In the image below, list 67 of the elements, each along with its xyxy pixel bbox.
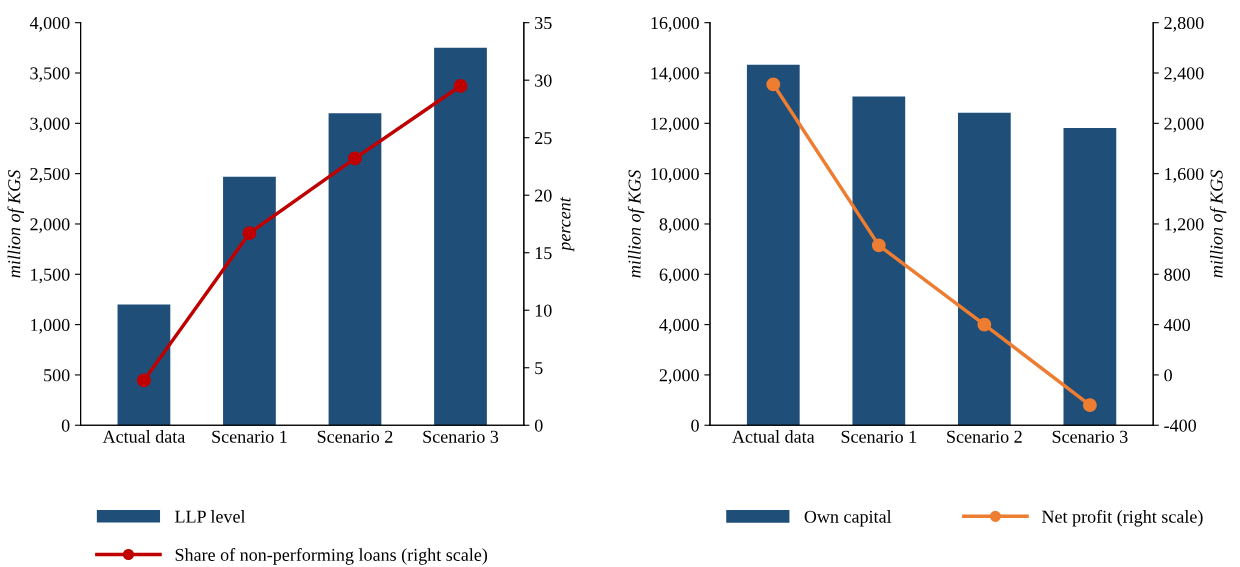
y-tick-label: 3,500 xyxy=(30,67,70,83)
y-tick-label: 2,000 xyxy=(30,218,70,234)
y2-tick-label: 1,200 xyxy=(1165,218,1204,234)
y-tick-label: 6,000 xyxy=(659,268,699,284)
y2-tick-label: 10 xyxy=(535,304,552,317)
y-tick-label: 8,000 xyxy=(659,218,699,234)
y2-tick-label: 2,400 xyxy=(1164,67,1204,83)
y2-tick-label: 2,800 xyxy=(1164,16,1204,32)
x-tick-label: Scenario 1 xyxy=(841,430,917,443)
y2-tick-label: 400 xyxy=(1163,318,1191,332)
bar xyxy=(328,113,382,426)
y-tick-label: 2,500 xyxy=(30,167,70,183)
y2-tick-label: 0 xyxy=(1164,369,1172,382)
y-tick-label: 14,000 xyxy=(651,67,699,83)
x-tick-label: Scenario 3 xyxy=(423,430,499,443)
point xyxy=(136,373,151,388)
bar xyxy=(223,176,276,426)
y-tick-label: 3,000 xyxy=(30,117,70,133)
y2-tick-label: 30 xyxy=(535,74,552,87)
point xyxy=(1082,398,1097,413)
bar xyxy=(852,96,906,426)
y2-tick-label: 15 xyxy=(535,247,552,260)
y-tick-label: 500 xyxy=(44,369,70,382)
x-tick-label: Scenario 2 xyxy=(317,430,393,443)
point xyxy=(242,226,257,241)
y-tick-label: 4,000 xyxy=(29,16,70,32)
y2-axis-title: million of KGS xyxy=(1209,170,1227,278)
y-axis-title: million of KGS xyxy=(7,170,24,278)
x-tick-label: Actual data xyxy=(732,430,815,443)
y2-tick-label: -400 xyxy=(1164,419,1197,432)
bar xyxy=(746,64,800,426)
y2-tick-label: 0 xyxy=(534,419,543,432)
y2-tick-label: 25 xyxy=(535,132,552,145)
y-tick-label: 10,000 xyxy=(651,167,699,183)
point xyxy=(348,151,362,166)
y2-tick-label: 20 xyxy=(535,189,552,202)
y-tick-label: 16,000 xyxy=(651,16,699,32)
legend-label: LLP level xyxy=(175,510,246,523)
y-axis-title: million of KGS xyxy=(627,170,645,278)
y2-axis-title: percent xyxy=(560,196,575,252)
point xyxy=(453,78,468,93)
point xyxy=(871,238,886,253)
bar xyxy=(117,304,171,426)
y-tick-label: 2,000 xyxy=(659,369,699,384)
bar xyxy=(434,47,487,426)
y-tick-label: 12,000 xyxy=(651,117,699,133)
legend-label: Own capital xyxy=(804,510,892,527)
y-tick-label: 1,000 xyxy=(31,318,70,334)
y2-tick-label: 2,000 xyxy=(1164,117,1204,133)
y2-tick-label: 35 xyxy=(535,16,552,30)
point xyxy=(766,77,781,92)
y2-tick-label: 800 xyxy=(1164,268,1191,281)
bar xyxy=(957,112,1011,426)
y-tick-label: 1,500 xyxy=(31,268,70,284)
bar xyxy=(1063,128,1117,426)
x-tick-label: Scenario 2 xyxy=(947,430,1022,443)
legend-label: Net profit (right scale) xyxy=(1041,509,1203,527)
point xyxy=(977,317,992,332)
y-tick-label: 0 xyxy=(691,419,699,432)
y2-tick-label: 1,600 xyxy=(1165,167,1204,183)
legend-label: Share of non-performing loans (right scale) xyxy=(175,548,488,565)
x-tick-label: Scenario 3 xyxy=(1052,430,1128,443)
x-tick-label: Actual data xyxy=(102,430,186,443)
x-tick-label: Scenario 1 xyxy=(212,430,287,443)
y2-tick-label: 5 xyxy=(535,362,543,375)
y-tick-label: 4,000 xyxy=(659,318,699,334)
y-tick-label: 0 xyxy=(61,419,70,432)
